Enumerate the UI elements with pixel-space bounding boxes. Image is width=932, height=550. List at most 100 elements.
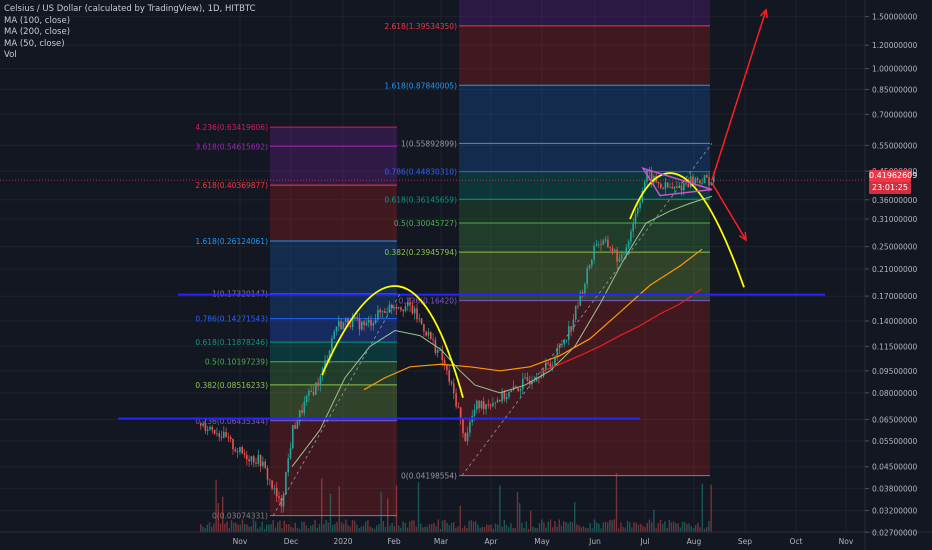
volume-bar [547,521,549,532]
volume-bar [356,524,358,532]
candle-body [246,454,248,460]
volume-bar [475,521,477,532]
candle-body [618,258,621,262]
candle-body [324,360,326,369]
bearish-arrow [711,182,747,241]
candle-body [489,404,492,407]
price-axis-label: 0.08000000 [872,389,918,398]
volume-bar [296,527,299,532]
volume-bar [431,524,433,532]
candle-body [517,388,519,391]
volume-bar [479,527,481,532]
candle-body [379,309,381,313]
candle-body [561,344,563,346]
volume-bar [376,525,378,532]
candle-body [696,178,699,180]
legend-ma200[interactable]: MA (200, close) [4,27,71,37]
candle-body [202,423,204,426]
volume-bar [706,527,708,532]
volume-bar [213,523,215,532]
candle-body [503,391,506,400]
volume-bar [219,523,222,532]
candle-body [264,461,266,468]
candle-body [492,403,494,407]
fib-label: 0.5(0.10197239) [205,358,268,367]
volume-bar [681,521,684,532]
rounded-top-arc [629,172,745,288]
drawings [0,8,865,517]
legend-title: Celsius / US Dollar (calculated by Tradi… [4,4,256,14]
volume-bar [215,479,217,532]
volume-bar [244,524,246,532]
volume-bar [582,526,585,532]
volume-bar [701,483,703,532]
candle-body [505,397,508,400]
volume-bar [237,524,239,532]
volume-bar [523,528,525,532]
fib-right-zone [459,0,710,26]
ma100-line [363,248,703,391]
legend-ma50[interactable]: MA (50, close) [4,38,65,49]
legend-volume[interactable]: Vol [4,50,17,60]
candle-body [496,399,499,403]
bullish-arrow [711,9,767,181]
volume-bar [536,528,538,532]
volume-bar [615,473,618,532]
volume-bar [631,527,633,532]
volume-bar [530,510,532,532]
candle-body [262,461,264,467]
candle-body [660,183,662,189]
volume-bar [292,527,294,532]
fib-left-zone [270,127,397,147]
volume-bar [653,509,655,532]
volume-bar [382,520,384,532]
volume-bar [450,523,453,532]
candle-body [462,419,464,434]
candle-body [287,458,289,473]
fib-right-zone [459,85,710,144]
candle-body [657,181,660,184]
volume-bar [270,524,272,532]
volume-bar [345,519,347,532]
volume-bar [490,524,492,532]
candle-body [616,249,618,262]
volume-bar [708,521,710,532]
candle-body [554,356,556,366]
price-axis-label: 0.21000000 [872,265,918,274]
candle-body [671,187,674,189]
volume-bar [534,527,536,532]
volume-bar [325,519,327,532]
volume-bar [635,522,637,532]
candle-body [666,182,669,188]
volume-bar [624,527,626,532]
candle-body [689,176,692,188]
volume-bar [426,526,428,532]
volume-bar [640,523,642,532]
candle-body [266,467,269,480]
fib-left-zone [270,361,397,385]
price-axis-label: 0.36000000 [872,196,918,205]
fib-label: 0.786(0.14271543) [195,315,268,324]
candle-body [526,377,529,381]
candle-body [625,247,628,254]
volume-bar [468,520,470,532]
candle-body [328,350,331,361]
plot-area [0,0,865,532]
legend-ma100[interactable]: MA (100, close) [4,15,71,26]
volume-bar [439,528,442,532]
candle-body [388,304,391,313]
volume-bar [362,525,365,532]
price-axis-label: 0.09500000 [872,367,918,376]
candle-body [303,401,306,413]
candle-body [393,306,395,309]
candle-body [487,404,490,405]
volume-bar [248,526,250,532]
candle-body [540,376,542,378]
candle-body [508,391,510,398]
price-axis-label: 0.06500000 [872,416,918,425]
volume-bar [585,527,587,532]
candle-body [248,459,250,462]
volume-bar [411,520,413,532]
volume-bar [387,498,389,532]
